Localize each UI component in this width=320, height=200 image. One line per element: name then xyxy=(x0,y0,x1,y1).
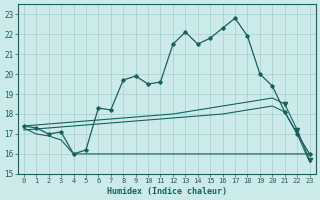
X-axis label: Humidex (Indice chaleur): Humidex (Indice chaleur) xyxy=(107,187,227,196)
